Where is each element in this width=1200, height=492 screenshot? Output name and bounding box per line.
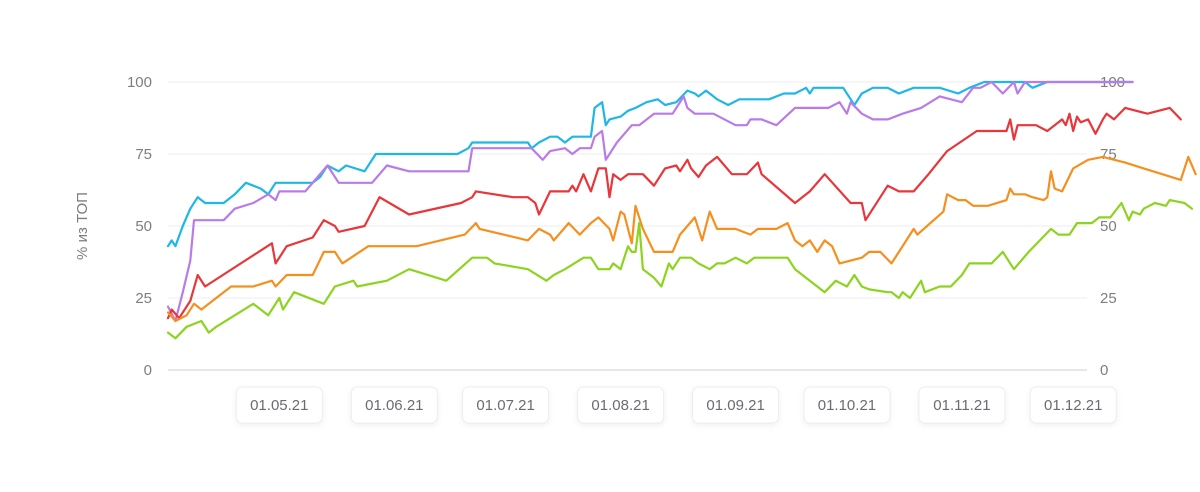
y-tick-left-25: 25 bbox=[135, 290, 152, 307]
y-tick-right-0: 0 bbox=[1100, 362, 1108, 379]
x-tick-label: 01.05.21 bbox=[250, 397, 308, 414]
x-tick-label: 01.09.21 bbox=[706, 397, 764, 414]
x-tick-box bbox=[350, 386, 438, 424]
x-tick-01.07.21: 01.07.21 bbox=[462, 386, 550, 424]
x-tick-box bbox=[462, 386, 550, 424]
y-tick-right-25: 25 bbox=[1100, 290, 1117, 307]
x-tick-box bbox=[918, 386, 1006, 424]
x-tick-01.06.21: 01.06.21 bbox=[350, 386, 438, 424]
series-line-4 bbox=[166, 155, 1197, 323]
x-axis: 01.05.21 01.06.21 01.07.21 01.08.21 01.09.21… bbox=[235, 386, 1117, 424]
y-axis-left: 0 25 50 75 100 bbox=[127, 74, 152, 379]
x-tick-label: 01.08.21 bbox=[591, 397, 649, 414]
x-tick-box bbox=[235, 386, 323, 424]
x-tick-01.08.21: 01.08.21 bbox=[577, 386, 665, 424]
x-tick-01.10.21: 01.10.21 bbox=[803, 386, 891, 424]
y-tick-left-50: 50 bbox=[135, 218, 152, 235]
y-tick-left-100: 100 bbox=[127, 74, 152, 91]
x-tick-01.12.21: 01.12.21 bbox=[1029, 386, 1117, 424]
x-tick-01.11.21: 01.11.21 bbox=[918, 386, 1006, 424]
x-tick-01.09.21: 01.09.21 bbox=[692, 386, 780, 424]
series-lines bbox=[166, 80, 1197, 340]
y-axis-title: % из ТОП bbox=[74, 192, 91, 260]
x-tick-label: 01.07.21 bbox=[476, 397, 534, 414]
x-tick-label: 01.10.21 bbox=[818, 397, 876, 414]
x-tick-01.05.21: 01.05.21 bbox=[235, 386, 323, 424]
x-tick-box bbox=[1029, 386, 1117, 424]
series-line-5 bbox=[166, 199, 1194, 340]
x-tick-label: 01.11.21 bbox=[933, 397, 990, 414]
x-tick-box bbox=[692, 386, 780, 424]
x-tick-label: 01.12.21 bbox=[1044, 397, 1102, 414]
y-tick-left-75: 75 bbox=[135, 146, 152, 163]
x-tick-box bbox=[803, 386, 891, 424]
x-tick-label: 01.06.21 bbox=[365, 397, 423, 414]
series-line-2 bbox=[166, 80, 1134, 323]
y-tick-left-0: 0 bbox=[144, 362, 152, 379]
y-tick-right-50: 50 bbox=[1100, 218, 1117, 235]
series-line-3 bbox=[166, 106, 1182, 320]
series-line-1 bbox=[166, 80, 1134, 248]
x-tick-box bbox=[577, 386, 665, 424]
